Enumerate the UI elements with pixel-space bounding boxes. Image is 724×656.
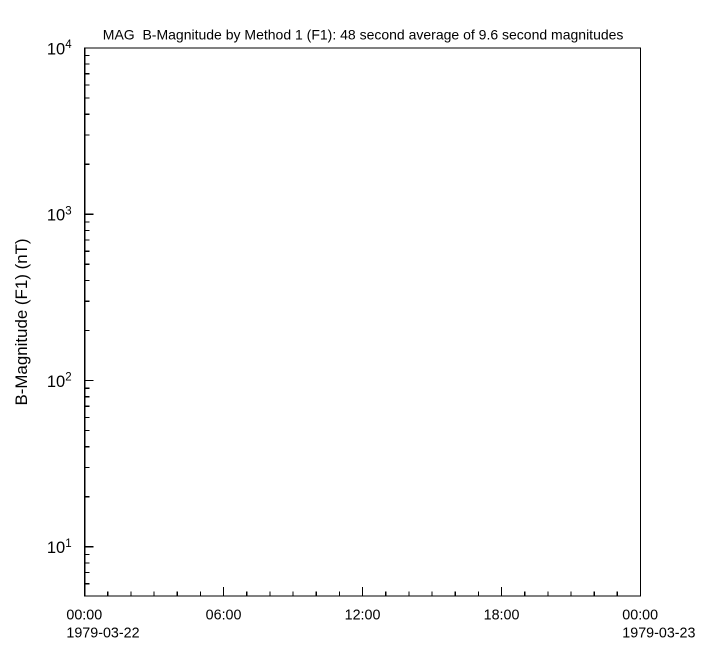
svg-text:00:00: 00:00: [622, 608, 658, 624]
svg-text:12:00: 12:00: [345, 608, 381, 624]
svg-text:103: 103: [47, 206, 72, 225]
svg-text:1979-03-22: 1979-03-22: [66, 626, 139, 642]
svg-text:101: 101: [47, 538, 72, 557]
svg-text:00:00: 00:00: [66, 608, 102, 624]
svg-text:06:00: 06:00: [206, 608, 242, 624]
svg-text:18:00: 18:00: [484, 608, 520, 624]
svg-text:104: 104: [47, 39, 72, 58]
svg-text:1979-03-23: 1979-03-23: [622, 626, 695, 642]
svg-text:MAG B-Magnitude by Method 1 (: MAG B-Magnitude by Method 1 (F1): 48 sec…: [103, 26, 624, 42]
svg-text:B-Magnitude (F1) (nT): B-Magnitude (F1) (nT): [12, 238, 31, 405]
svg-text:102: 102: [47, 372, 72, 391]
